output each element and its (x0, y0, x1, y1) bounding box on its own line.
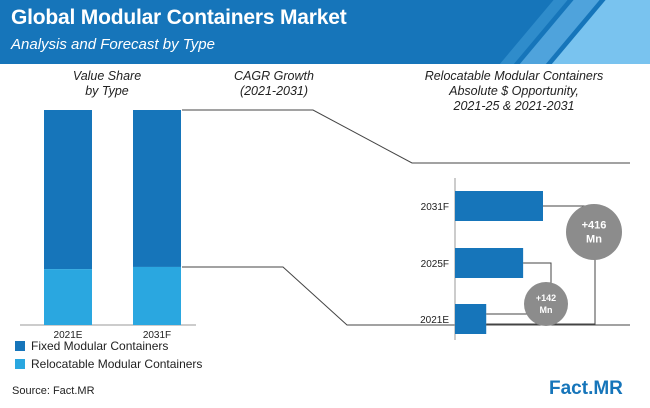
bar-relocatable-2021e (44, 269, 92, 325)
bar-relocatable-2031f (133, 266, 181, 325)
brand-logo-part: Fact (549, 378, 589, 399)
bar-fixed-2031f (133, 110, 181, 267)
annotation-416-label: +416 (582, 220, 607, 232)
brand-logo-part: MR (593, 378, 623, 399)
annotation-142-circle (524, 282, 568, 326)
x-tick-label: 2021E (54, 330, 83, 341)
cagr-heading: CAGR Growth (2021-2031) (234, 69, 314, 98)
hbar-2025f (455, 248, 524, 278)
legend-swatch-relocatable (15, 359, 25, 369)
legend-swatch-fixed (15, 341, 25, 351)
hbar-2031f (455, 191, 543, 221)
y-tick-label: 2031F (421, 202, 449, 213)
y-tick-label: 2025F (421, 259, 449, 270)
brand-logo-dot: . (588, 378, 594, 399)
relocatable-heading: Relocatable Modular Containers Absolute … (424, 69, 604, 113)
y-tick-label: 2021E (420, 315, 449, 326)
brand-logo: Fact.MR (549, 378, 623, 400)
hbar-2021e (455, 304, 487, 334)
source-note: Source: Fact.MR (12, 385, 95, 397)
legend-item-fixed: Fixed Modular Containers (15, 339, 168, 353)
header-banner: Global Modular Containers Market Analysi… (0, 0, 650, 64)
annotation-416-label: Mn (586, 234, 602, 246)
connector-line-top (182, 109, 630, 164)
connector-line-bottom (182, 266, 630, 326)
legend-label-relocatable: Relocatable Modular Containers (31, 357, 203, 371)
annotation-142-label: Mn (540, 305, 553, 315)
annotation-416-circle (566, 204, 622, 260)
page-subtitle: Analysis and Forecast by Type (11, 36, 215, 53)
legend-label-fixed: Fixed Modular Containers (31, 339, 169, 353)
value-share-heading: Value Share by Type (72, 69, 142, 98)
x-tick-label: 2031F (143, 330, 171, 341)
legend-item-relocatable: Relocatable Modular Containers (15, 357, 202, 371)
bar-fixed-2021e (44, 110, 92, 270)
annotation-142-label: +142 (536, 293, 556, 303)
page-title: Global Modular Containers Market (11, 6, 347, 29)
